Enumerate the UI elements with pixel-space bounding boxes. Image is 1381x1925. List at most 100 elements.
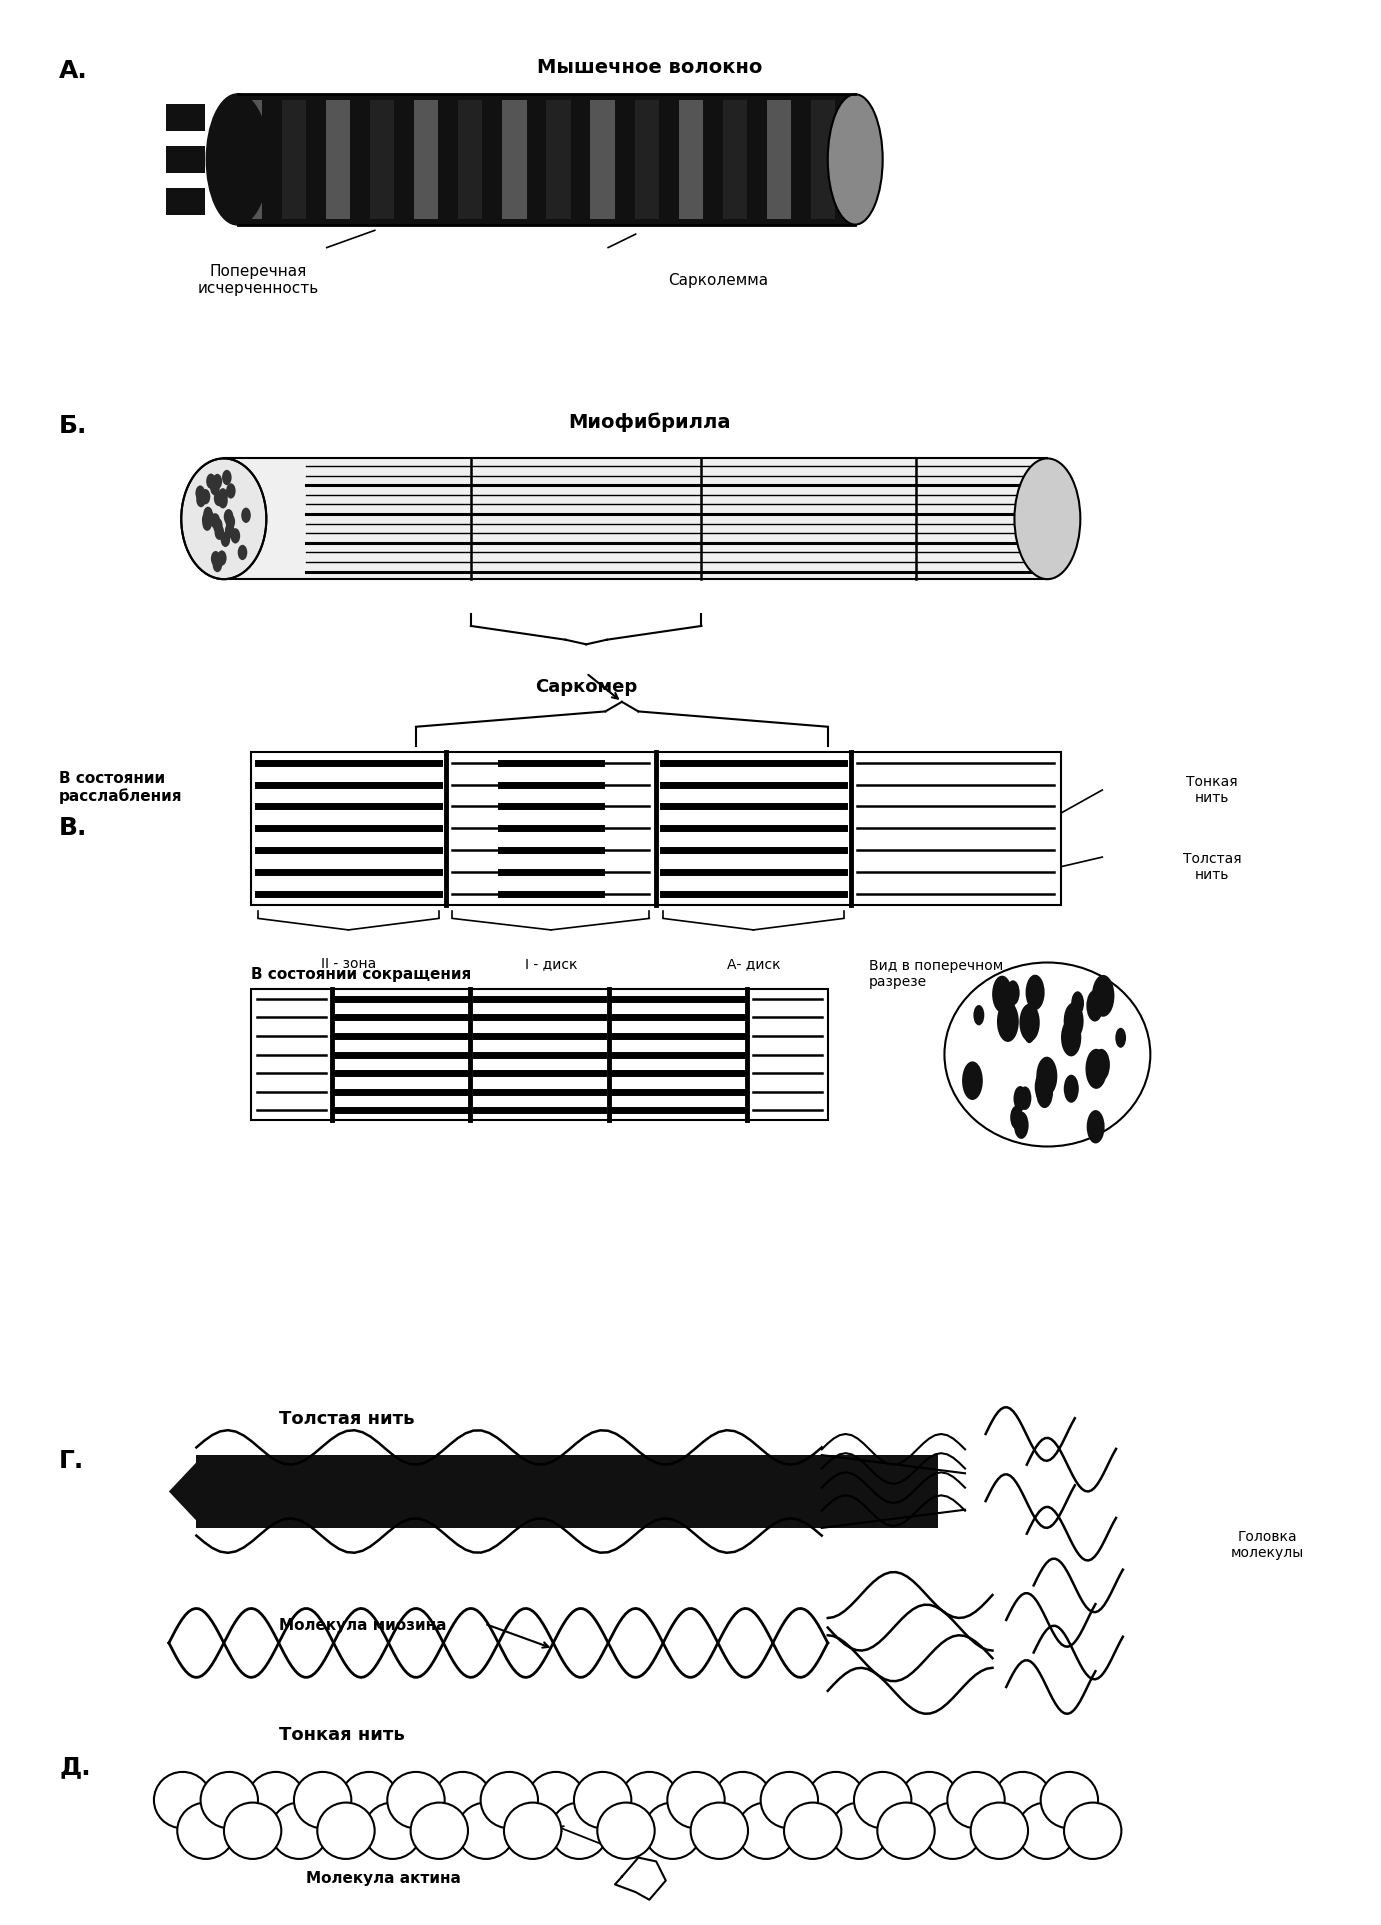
Ellipse shape — [341, 1771, 398, 1829]
Ellipse shape — [551, 1802, 608, 1860]
Ellipse shape — [206, 512, 215, 526]
Ellipse shape — [213, 474, 222, 489]
Ellipse shape — [945, 962, 1150, 1147]
Ellipse shape — [218, 493, 228, 508]
Ellipse shape — [225, 524, 235, 539]
Ellipse shape — [1041, 1771, 1098, 1829]
Ellipse shape — [177, 1802, 235, 1860]
Ellipse shape — [481, 1771, 539, 1829]
Text: Г.: Г. — [59, 1450, 84, 1473]
Ellipse shape — [203, 516, 211, 531]
Ellipse shape — [900, 1771, 958, 1829]
Ellipse shape — [210, 514, 220, 529]
Bar — [547, 100, 570, 219]
Ellipse shape — [1004, 991, 1015, 1011]
Ellipse shape — [1063, 1074, 1079, 1103]
Ellipse shape — [947, 1771, 1005, 1829]
Text: В.: В. — [59, 816, 87, 841]
Ellipse shape — [714, 1771, 772, 1829]
Ellipse shape — [202, 512, 211, 527]
Ellipse shape — [1087, 1111, 1105, 1143]
Ellipse shape — [761, 1771, 818, 1829]
Bar — [224, 458, 1047, 579]
Ellipse shape — [1036, 1076, 1052, 1109]
Ellipse shape — [271, 1802, 327, 1860]
Ellipse shape — [434, 1771, 492, 1829]
Ellipse shape — [213, 518, 222, 533]
Ellipse shape — [992, 976, 1012, 1013]
Ellipse shape — [294, 1771, 351, 1829]
Text: I - диск: I - диск — [525, 957, 577, 972]
Ellipse shape — [784, 1802, 841, 1860]
Text: Миофибрилла: Миофибрилла — [568, 412, 731, 431]
Bar — [166, 146, 204, 173]
Ellipse shape — [207, 94, 268, 225]
Ellipse shape — [877, 1802, 935, 1860]
Ellipse shape — [318, 1802, 374, 1860]
Ellipse shape — [231, 527, 240, 543]
Text: Поперечная
исчерченность: Поперечная исчерченность — [197, 264, 319, 296]
Ellipse shape — [1092, 1049, 1110, 1080]
Ellipse shape — [1014, 1111, 1029, 1140]
Text: Вид в поперечном
разрезе: Вид в поперечном разрезе — [869, 959, 1003, 989]
Text: А.: А. — [59, 60, 88, 83]
Ellipse shape — [1025, 1024, 1034, 1043]
Ellipse shape — [203, 506, 213, 522]
Text: II - зона: II - зона — [320, 957, 376, 972]
Ellipse shape — [195, 485, 204, 501]
Ellipse shape — [1034, 1070, 1052, 1103]
Ellipse shape — [997, 1001, 1019, 1041]
Ellipse shape — [1019, 1086, 1032, 1111]
Ellipse shape — [211, 551, 221, 566]
Polygon shape — [168, 1455, 203, 1528]
Ellipse shape — [242, 508, 251, 524]
Ellipse shape — [620, 1771, 678, 1829]
Ellipse shape — [196, 493, 206, 508]
Text: Толстая
нить: Толстая нить — [1182, 851, 1242, 882]
Ellipse shape — [737, 1802, 794, 1860]
Ellipse shape — [222, 470, 232, 485]
Ellipse shape — [827, 94, 882, 225]
Ellipse shape — [224, 508, 233, 524]
Ellipse shape — [226, 483, 236, 499]
Bar — [503, 100, 526, 219]
Ellipse shape — [153, 1771, 211, 1829]
Ellipse shape — [210, 479, 220, 495]
Ellipse shape — [200, 489, 210, 504]
Ellipse shape — [808, 1771, 865, 1829]
Ellipse shape — [247, 1771, 305, 1829]
Ellipse shape — [206, 474, 215, 489]
Ellipse shape — [853, 1771, 911, 1829]
Bar — [238, 100, 262, 219]
Ellipse shape — [238, 545, 247, 560]
Text: Тонкая
нить: Тонкая нить — [1186, 776, 1237, 805]
Ellipse shape — [214, 491, 224, 506]
Ellipse shape — [1063, 1802, 1121, 1860]
Ellipse shape — [963, 1061, 983, 1099]
Ellipse shape — [215, 491, 225, 506]
Ellipse shape — [1072, 991, 1084, 1014]
Text: Толстая нить: Толстая нить — [279, 1409, 414, 1428]
Ellipse shape — [1014, 1086, 1027, 1111]
Bar — [766, 100, 791, 219]
Text: В состоянии сокращения: В состоянии сокращения — [251, 966, 471, 982]
Bar — [458, 100, 482, 219]
Ellipse shape — [225, 514, 235, 529]
Ellipse shape — [667, 1771, 725, 1829]
Text: Молекула актина: Молекула актина — [307, 1871, 461, 1886]
Text: А- диск: А- диск — [726, 957, 780, 972]
Bar — [251, 989, 827, 1120]
Ellipse shape — [1116, 1028, 1126, 1047]
Bar — [811, 100, 836, 219]
Ellipse shape — [1092, 974, 1114, 1016]
Text: Головка
молекулы: Головка молекулы — [1230, 1530, 1304, 1561]
Bar — [166, 189, 204, 216]
Ellipse shape — [1010, 1105, 1023, 1130]
Bar — [678, 100, 703, 219]
Ellipse shape — [224, 1802, 282, 1860]
Ellipse shape — [217, 551, 226, 566]
Ellipse shape — [1036, 1057, 1058, 1095]
Ellipse shape — [457, 1802, 515, 1860]
Ellipse shape — [1018, 1802, 1074, 1860]
Bar — [166, 104, 204, 131]
